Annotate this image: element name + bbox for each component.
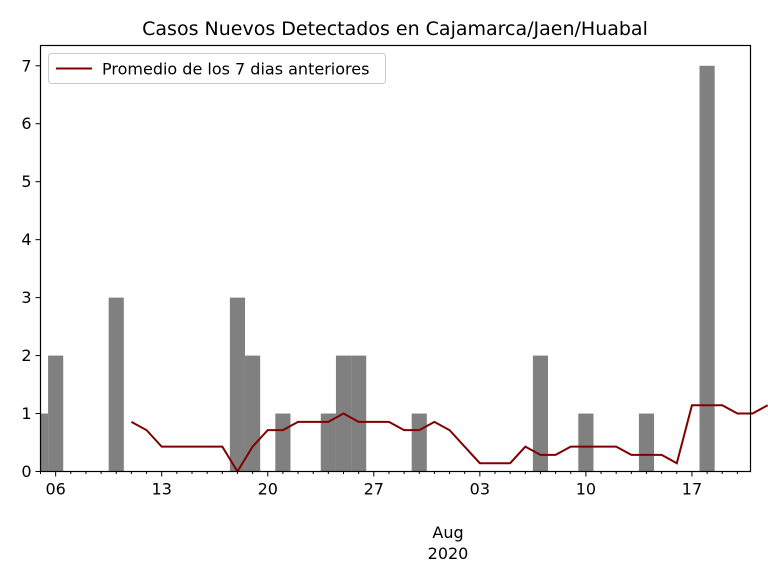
y-tick-label: 5 <box>21 172 31 191</box>
axes-frame <box>39 44 752 473</box>
bar <box>48 355 64 472</box>
bar <box>351 355 367 472</box>
y-tick-label: 6 <box>21 114 31 133</box>
x-year-label: 2020 <box>428 544 469 563</box>
y-tick-label: 2 <box>21 346 31 365</box>
x-tick-label: 20 <box>258 480 278 499</box>
y-tick-label: 1 <box>21 404 31 423</box>
bar <box>578 413 594 472</box>
legend-box <box>48 53 386 84</box>
y-tick-label: 4 <box>21 230 31 249</box>
x-tick-label: 06 <box>45 480 65 499</box>
x-tick-label: 13 <box>152 480 172 499</box>
bar <box>699 65 715 472</box>
y-axis: 0 1 2 3 4 5 6 7 <box>21 56 41 481</box>
bar <box>411 413 427 472</box>
bar <box>229 297 246 472</box>
series-line-moving-average <box>130 404 768 474</box>
bar <box>275 413 291 472</box>
x-tick-label: 10 <box>576 480 596 499</box>
legend-label: Promedio de los 7 dias anteriores <box>102 60 369 79</box>
chart-title: Casos Nuevos Detectados en Cajamarca/Jae… <box>142 18 648 40</box>
y-tick-label: 0 <box>21 462 31 481</box>
bar <box>108 297 124 472</box>
x-tick-label: 03 <box>470 480 490 499</box>
bars-group <box>40 65 715 472</box>
bar <box>40 413 49 472</box>
y-tick-label: 3 <box>21 288 31 307</box>
legend: Promedio de los 7 dias anteriores <box>48 53 386 84</box>
bar <box>638 413 655 472</box>
x-axis: 06 13 20 27 03 10 17 <box>40 471 738 499</box>
y-tick-label: 7 <box>21 56 31 75</box>
x-tick-label: 27 <box>364 480 384 499</box>
bar <box>532 355 549 472</box>
x-tick-label: 17 <box>682 480 702 499</box>
x-month-label: Aug <box>432 523 463 542</box>
bar <box>320 413 336 472</box>
